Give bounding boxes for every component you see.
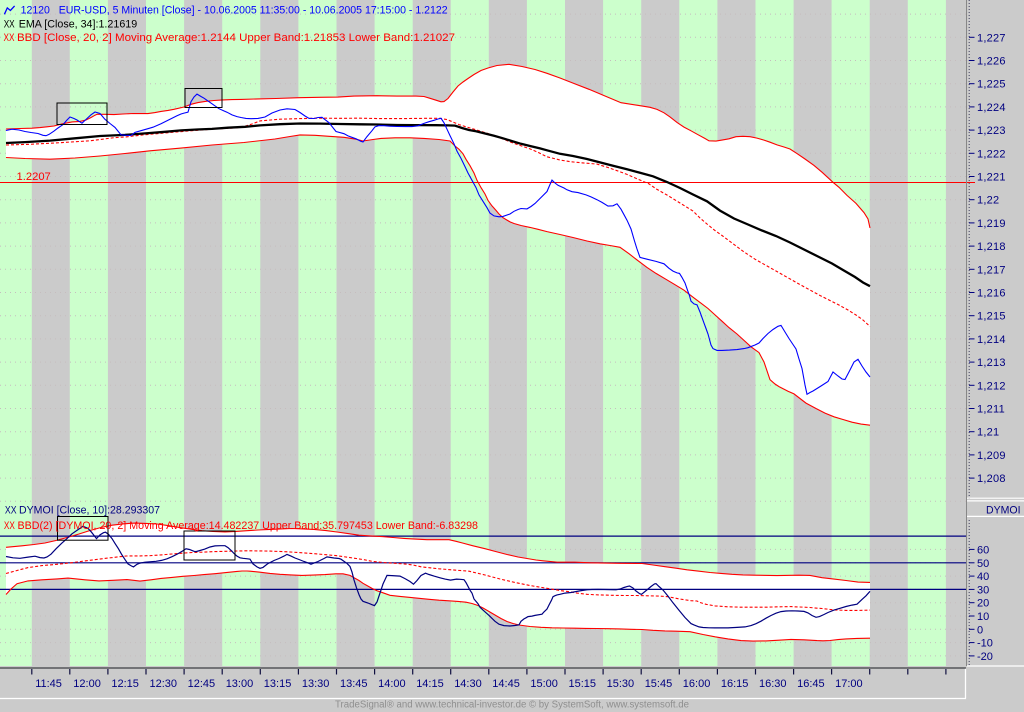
svg-text:XX: XX — [4, 19, 15, 31]
svg-text:1,227: 1,227 — [977, 32, 1006, 44]
svg-text:1,223: 1,223 — [977, 125, 1006, 137]
svg-text:15:15: 15:15 — [569, 678, 597, 690]
svg-text:TradeSignal® and www.technical: TradeSignal® and www.technical-investor.… — [335, 700, 689, 711]
svg-text:14:30: 14:30 — [454, 678, 482, 690]
svg-text:14:00: 14:00 — [378, 678, 406, 690]
svg-text:17:00: 17:00 — [835, 678, 863, 690]
svg-text:1,214: 1,214 — [977, 334, 1006, 346]
svg-text:XX: XX — [4, 32, 15, 44]
svg-text:15:30: 15:30 — [607, 678, 635, 690]
svg-text:16:15: 16:15 — [721, 678, 749, 690]
svg-text:1,224: 1,224 — [977, 102, 1006, 114]
svg-text:1.2207: 1.2207 — [17, 171, 51, 183]
svg-text:DYMOI: DYMOI — [986, 505, 1021, 517]
svg-text:BBD [Close, 20, 2] Moving Aver: BBD [Close, 20, 2] Moving Average:1.2144… — [17, 32, 455, 44]
svg-text:30: 30 — [977, 584, 989, 596]
svg-text:EMA [Close, 34]:1.21619: EMA [Close, 34]:1.21619 — [19, 19, 138, 31]
svg-text:13:30: 13:30 — [302, 678, 330, 690]
svg-text:40: 40 — [977, 571, 989, 583]
svg-text:12:00: 12:00 — [73, 678, 101, 690]
svg-text:1,211: 1,211 — [977, 404, 1005, 416]
svg-text:1,219: 1,219 — [977, 218, 1006, 230]
svg-text:16:30: 16:30 — [759, 678, 787, 690]
svg-text:13:00: 13:00 — [226, 678, 254, 690]
svg-text:DYMOI [Close, 10]:28.293307: DYMOI [Close, 10]:28.293307 — [19, 505, 160, 517]
svg-text:15:00: 15:00 — [530, 678, 558, 690]
svg-text:12:45: 12:45 — [188, 678, 216, 690]
svg-text:1,218: 1,218 — [977, 241, 1006, 253]
svg-text:16:45: 16:45 — [797, 678, 825, 690]
svg-text:16:00: 16:00 — [683, 678, 711, 690]
svg-text:1,226: 1,226 — [977, 56, 1006, 68]
svg-text:60: 60 — [977, 544, 989, 556]
svg-text:14:15: 14:15 — [416, 678, 444, 690]
svg-text:1,221: 1,221 — [977, 172, 1006, 184]
svg-text:15:45: 15:45 — [645, 678, 673, 690]
svg-text:1,209: 1,209 — [977, 450, 1006, 462]
svg-text:12:30: 12:30 — [150, 678, 178, 690]
svg-text:13:45: 13:45 — [340, 678, 368, 690]
svg-text:0: 0 — [977, 624, 983, 636]
svg-text:14:45: 14:45 — [492, 678, 520, 690]
svg-text:50: 50 — [977, 558, 989, 570]
svg-text:10: 10 — [977, 611, 989, 623]
svg-text:XX: XX — [4, 520, 15, 532]
svg-text:-20: -20 — [977, 651, 993, 663]
svg-text:12:15: 12:15 — [111, 678, 139, 690]
svg-text:1,21: 1,21 — [977, 427, 999, 439]
svg-text:1,225: 1,225 — [977, 79, 1006, 91]
svg-text:XX: XX — [5, 505, 17, 517]
svg-text:BBD(2) [DYMOI, 20, 2] Moving A: BBD(2) [DYMOI, 20, 2] Moving Average:14.… — [18, 520, 479, 532]
svg-text:1,217: 1,217 — [977, 264, 1006, 276]
svg-text:1,22: 1,22 — [977, 195, 999, 207]
svg-text:1,222: 1,222 — [977, 148, 1006, 160]
svg-text:13:15: 13:15 — [264, 678, 292, 690]
svg-text:-10: -10 — [977, 638, 993, 650]
svg-text:1,216: 1,216 — [977, 288, 1006, 300]
svg-text:1,212: 1,212 — [977, 380, 1006, 392]
svg-text:1,208: 1,208 — [977, 473, 1006, 485]
svg-text:20: 20 — [977, 598, 989, 610]
svg-text:12120 EUR-USD, 5 Minuten [Cl: 12120 EUR-USD, 5 Minuten [Close] - 10.06… — [21, 5, 448, 17]
svg-text:1,213: 1,213 — [977, 357, 1006, 369]
svg-text:1,215: 1,215 — [977, 311, 1006, 323]
svg-text:11:45: 11:45 — [35, 678, 62, 690]
